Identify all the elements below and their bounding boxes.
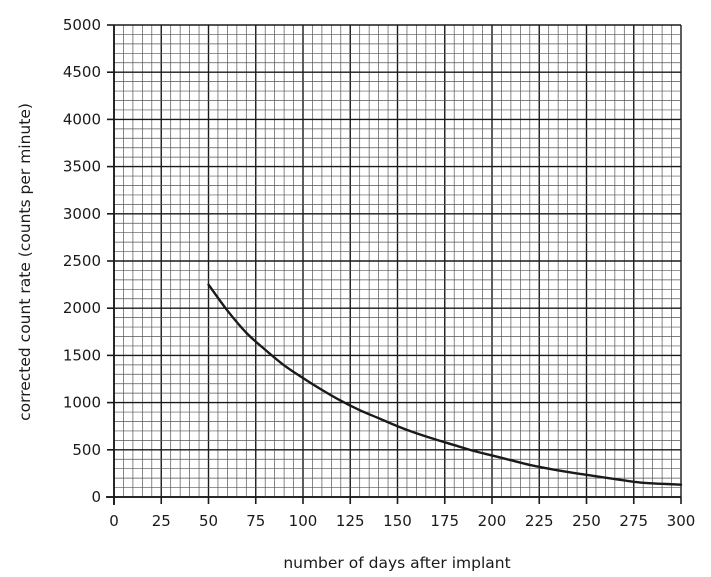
series-line-0 bbox=[207, 283, 683, 486]
x-tick-label: 125 bbox=[336, 512, 365, 530]
x-tick-label: 200 bbox=[478, 512, 507, 530]
y-tick-label: 5000 bbox=[63, 16, 101, 34]
x-tick-label: 300 bbox=[667, 512, 696, 530]
y-tick-label: 4000 bbox=[63, 110, 101, 128]
tick-labels: 0 25 50 75 100 125 150 175 200 225 250 275 300050010… bbox=[63, 16, 696, 530]
x-tick-label: 175 bbox=[430, 512, 459, 530]
y-tick-label: 500 bbox=[72, 441, 101, 459]
y-tick-label: 1000 bbox=[63, 394, 101, 412]
y-tick-label: 0 bbox=[91, 488, 101, 506]
axes bbox=[106, 24, 682, 505]
y-tick-label: 3500 bbox=[63, 158, 101, 176]
y-tick-label: 2000 bbox=[63, 299, 101, 317]
y-tick-label: 2500 bbox=[63, 252, 101, 270]
x-tick-label: 100 bbox=[289, 512, 318, 530]
x-tick-label: 25 bbox=[152, 512, 171, 530]
y-tick-label: 3000 bbox=[63, 205, 101, 223]
series-layer bbox=[207, 283, 683, 486]
x-tick-label: 225 bbox=[525, 512, 554, 530]
x-tick-label: 75 bbox=[246, 512, 265, 530]
x-tick-label: 250 bbox=[572, 512, 601, 530]
x-axis-title: number of days after implant bbox=[283, 554, 510, 572]
grid bbox=[113, 24, 682, 498]
y-tick-label: 1500 bbox=[63, 346, 101, 364]
y-tick-label: 4500 bbox=[63, 63, 101, 81]
x-tick-label: 0 bbox=[109, 512, 119, 530]
y-axis-title: corrected count rate (counts per minute) bbox=[16, 103, 34, 421]
x-tick-label: 150 bbox=[383, 512, 412, 530]
x-tick-label: 50 bbox=[199, 512, 218, 530]
x-tick-label: 275 bbox=[619, 512, 648, 530]
